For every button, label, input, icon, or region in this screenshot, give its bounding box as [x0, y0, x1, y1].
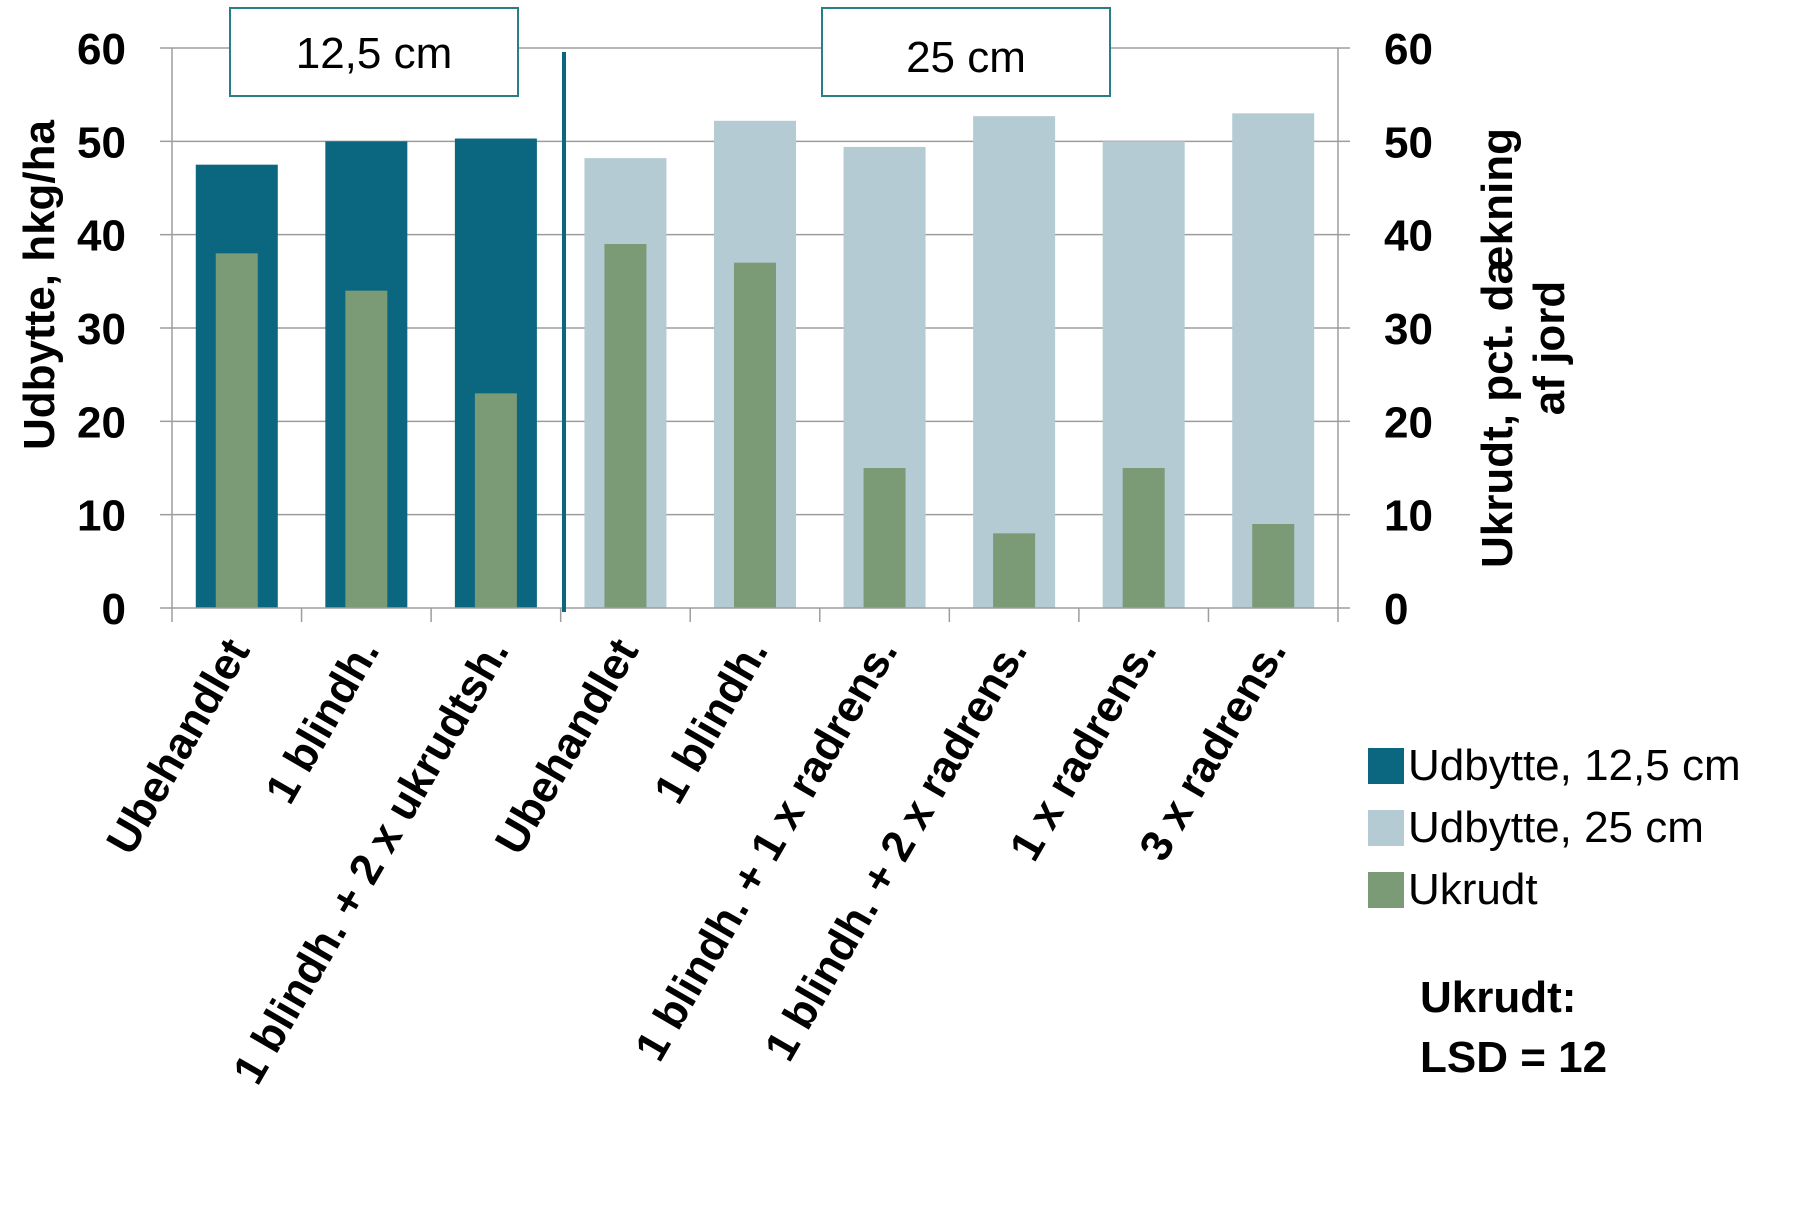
ukrudt-bar [215, 253, 258, 609]
right-tick-label: 10 [1384, 492, 1433, 541]
category-label: 1 blindh. + 2 x radrens. [755, 631, 1036, 1070]
legend-swatch [1368, 872, 1404, 908]
right-tick-label: 40 [1384, 212, 1433, 261]
legend-item-udbytte-12-5: Udbytte, 12,5 cm [1368, 741, 1741, 790]
y-axis-title: Udbytte, hkg/ha [15, 119, 64, 450]
group-label-25cm: 25 cm [821, 7, 1111, 97]
right-tick-label: 60 [1384, 25, 1433, 74]
left-tick-label: 30 [77, 305, 126, 354]
axes [160, 47, 1350, 622]
category-label: 1 blindh. + 1 x radrens. [626, 631, 907, 1070]
legend-label: Ukrudt [1408, 865, 1538, 914]
left-tick-label: 40 [77, 212, 126, 261]
left-tick-label: 0 [102, 585, 126, 634]
bars [195, 113, 1315, 609]
right-tick-label: 0 [1384, 585, 1408, 634]
right-tick-label: 30 [1384, 305, 1433, 354]
legend-label: Udbytte, 25 cm [1408, 803, 1704, 852]
category-label: 1 blindh. + 2 x ukrudtsh. [224, 631, 519, 1093]
legend: Udbytte, 12,5 cm Udbytte, 25 cm Ukrudt [1368, 741, 1741, 914]
ukrudt-bar [1122, 468, 1165, 608]
ukrudt-bar [734, 262, 776, 608]
legend-label: Udbytte, 12,5 cm [1408, 741, 1741, 790]
legend-swatch [1368, 810, 1404, 846]
ukrudt-bar [604, 244, 647, 608]
ukrudt-bar [345, 290, 388, 608]
category-label: 1 blindh. [256, 631, 389, 812]
right-tick-label: 50 [1384, 118, 1433, 167]
left-tick-label: 60 [77, 25, 126, 74]
right-tick-labels: 0 10 20 30 40 50 60 [1384, 25, 1433, 634]
ukrudt-bar [863, 468, 906, 608]
y2-axis-title-line2: af jord [1525, 281, 1574, 415]
legend-item-udbytte-25: Udbytte, 25 cm [1368, 803, 1704, 852]
left-tick-labels: 0 10 20 30 40 50 60 [77, 25, 126, 634]
legend-item-ukrudt: Ukrudt [1368, 865, 1538, 914]
udbytte-bar [973, 116, 1056, 608]
left-tick-label: 20 [77, 398, 126, 447]
ukrudt-bar [1252, 524, 1295, 608]
y2-axis-title-line1: Ukrudt, pct. dækning [1473, 128, 1522, 568]
ukrudt-bar [474, 393, 517, 608]
group-label-12-5cm: 12,5 cm [229, 7, 519, 97]
left-tick-label: 50 [77, 118, 126, 167]
category-label: Ubehandlet [97, 630, 259, 862]
category-label: 1 blindh. [645, 631, 778, 812]
lsd-annotation-line2: LSD = 12 [1420, 1033, 1607, 1082]
ukrudt-bar [993, 533, 1036, 608]
group-label-text: 25 cm [906, 33, 1026, 82]
lsd-annotation-line1: Ukrudt: [1420, 973, 1576, 1022]
group-label-text: 12,5 cm [296, 29, 453, 78]
left-tick-label: 10 [77, 492, 126, 541]
legend-swatch [1368, 748, 1404, 784]
right-tick-label: 20 [1384, 398, 1433, 447]
